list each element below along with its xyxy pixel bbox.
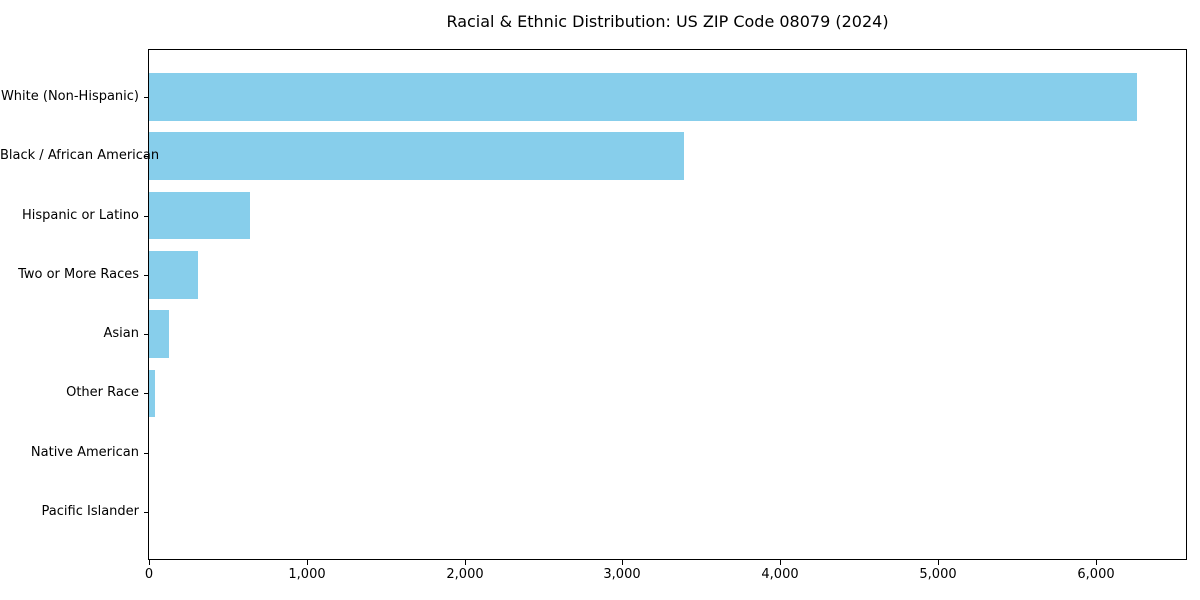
bar-hispanic-or-latino [149, 191, 250, 240]
x-tick-mark [780, 560, 781, 565]
y-tick-label-black-african-american: Black / African American [0, 148, 160, 163]
x-tick-label-1000: 1,000 [288, 567, 326, 582]
y-tick-mark [144, 453, 148, 454]
y-tick-mark [144, 216, 148, 217]
x-tick-label-3000: 3,000 [603, 567, 641, 582]
bar-black-african-american [149, 132, 684, 180]
y-tick-label-white-non-hispanic: White (Non-Hispanic) [0, 89, 139, 104]
y-tick-mark [144, 512, 148, 513]
y-tick-mark [144, 156, 148, 157]
y-tick-mark [144, 393, 148, 394]
y-tick-label-asian: Asian [103, 326, 139, 341]
x-tick-label-4000: 4,000 [761, 567, 799, 582]
y-tick-mark [144, 334, 148, 335]
bar-asian [149, 310, 169, 358]
x-tick-label-6000: 6,000 [1077, 567, 1115, 582]
x-tick-label-5000: 5,000 [919, 567, 957, 582]
y-tick-mark [144, 275, 148, 276]
x-tick-mark [938, 560, 939, 565]
y-tick-label-native-american: Native American [30, 445, 139, 460]
x-tick-mark [307, 560, 308, 565]
x-tick-mark [622, 560, 623, 565]
bar-two-or-more-races [149, 251, 198, 299]
y-tick-mark [144, 97, 148, 98]
bar-white-non-hispanic [149, 73, 1137, 121]
chart-title: Racial & Ethnic Distribution: US ZIP Cod… [446, 12, 889, 31]
plot-area [148, 49, 1187, 560]
y-tick-label-hispanic-or-latino: Hispanic or Latino [21, 208, 139, 223]
y-tick-label-pacific-islander: Pacific Islander [41, 504, 139, 519]
x-tick-mark [465, 560, 466, 565]
x-tick-mark [1096, 560, 1097, 565]
x-tick-label-0: 0 [144, 567, 154, 582]
x-tick-label-2000: 2,000 [446, 567, 484, 582]
bar-other-race [149, 369, 155, 418]
y-tick-label-other-race: Other Race [66, 385, 139, 400]
y-tick-label-two-or-more-races: Two or More Races [18, 267, 139, 282]
x-tick-mark [149, 560, 150, 565]
